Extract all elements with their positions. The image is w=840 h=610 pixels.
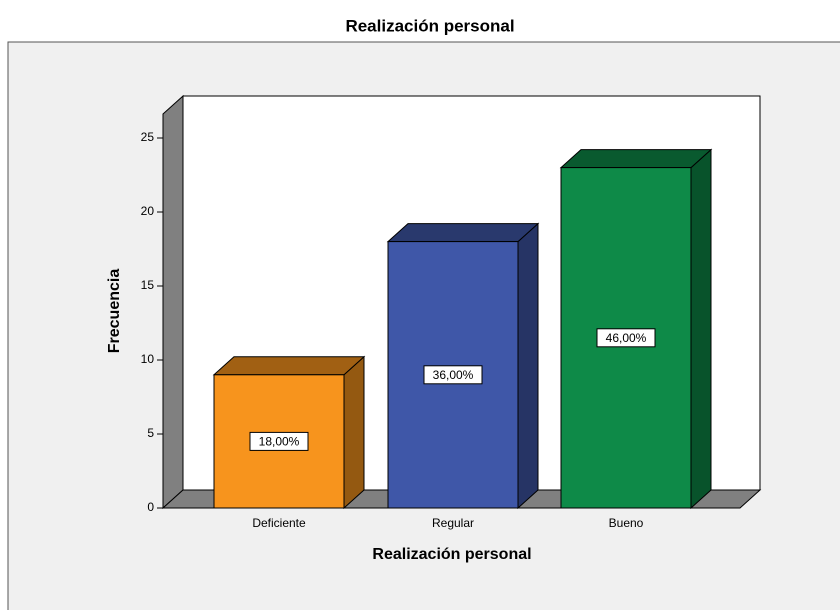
y-tick-label: 0 (147, 500, 154, 514)
chart-title: Realización personal (345, 16, 514, 35)
data-label: 46,00% (606, 331, 647, 345)
x-tick-label: Regular (432, 516, 474, 530)
bar-side (517, 222, 539, 510)
bar-top (559, 149, 713, 169)
y-tick-label: 15 (141, 278, 155, 292)
left-wall (162, 94, 184, 510)
data-label: 36,00% (433, 368, 474, 382)
x-tick-label: Bueno (609, 516, 644, 530)
data-label: 18,00% (259, 435, 300, 449)
y-tick-label: 10 (141, 352, 155, 366)
data-label-box (596, 328, 656, 348)
bar-side (343, 355, 365, 510)
x-tick-label: Deficiente (252, 516, 306, 530)
bar-top (212, 356, 366, 376)
data-label-box (423, 365, 483, 385)
x-axis-title: Realización personal (372, 546, 531, 563)
bar-side (690, 148, 712, 510)
y-tick-label: 5 (147, 426, 154, 440)
bar-top (386, 223, 540, 243)
y-tick-label: 25 (141, 130, 155, 144)
y-axis-title: Frecuencia (106, 269, 123, 354)
data-label-box (249, 431, 309, 451)
y-tick-label: 20 (141, 204, 155, 218)
